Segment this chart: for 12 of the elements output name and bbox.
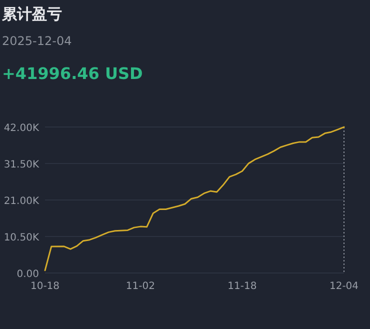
annotation: +41996.46 USD <box>2 64 143 83</box>
ytick: 0.00 <box>16 269 39 280</box>
ytick: 10.50K <box>4 232 39 244</box>
subtitle: 2025-12-04 <box>2 34 72 48</box>
xtick: 11-18 <box>228 281 257 292</box>
ytick: 31.50K <box>4 160 39 170</box>
xtick: 10-18 <box>30 281 60 292</box>
title: 累计盈亏 <box>2 5 62 23</box>
xtick: 11-02 <box>126 281 155 292</box>
ytick: 42.00K <box>4 123 39 134</box>
ytick: 21.00K <box>4 196 39 207</box>
xtick: 12-04 <box>329 281 359 292</box>
